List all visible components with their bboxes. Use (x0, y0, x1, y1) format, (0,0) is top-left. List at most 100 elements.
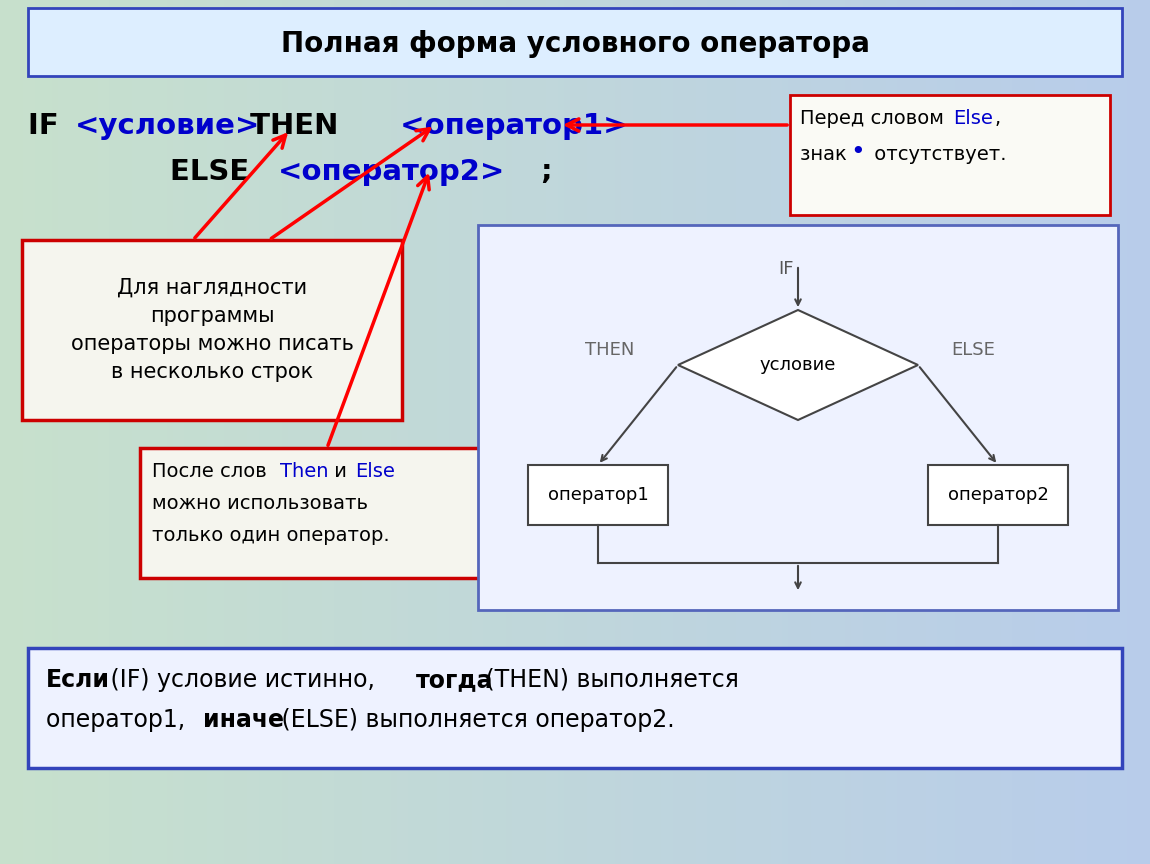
Bar (684, 0, 691, 864)
Bar (1127, 0, 1134, 864)
Bar (845, 0, 852, 864)
Text: (IF) условие истинно,: (IF) условие истинно, (104, 668, 382, 692)
Bar (224, 0, 231, 864)
Bar (1006, 0, 1013, 864)
Bar (1058, 0, 1065, 864)
Bar (581, 0, 588, 864)
Bar (28, 8, 1122, 76)
Bar (753, 0, 760, 864)
Bar (402, 0, 409, 864)
Bar (857, 0, 864, 864)
Bar (719, 0, 726, 864)
Text: Then: Then (279, 462, 329, 481)
Bar (207, 0, 214, 864)
Bar (644, 0, 651, 864)
Text: ELSE: ELSE (170, 158, 260, 186)
Bar (293, 0, 300, 864)
Bar (126, 0, 133, 864)
Bar (121, 0, 128, 864)
Bar (610, 0, 616, 864)
Bar (897, 0, 904, 864)
Bar (236, 0, 243, 864)
Bar (328, 0, 335, 864)
Bar (104, 0, 110, 864)
Text: IF: IF (28, 112, 69, 140)
Bar (489, 0, 496, 864)
Bar (1000, 0, 1007, 864)
Bar (932, 0, 938, 864)
Bar (903, 0, 910, 864)
Bar (759, 0, 766, 864)
Text: ELSE: ELSE (951, 341, 995, 359)
Bar (52, 0, 59, 864)
Bar (316, 0, 323, 864)
Bar (782, 0, 789, 864)
Bar (201, 0, 208, 864)
Bar (17, 0, 24, 864)
Bar (34, 0, 41, 864)
Bar (1098, 0, 1105, 864)
Bar (1064, 0, 1071, 864)
Text: оператор1: оператор1 (547, 486, 649, 504)
Bar (472, 0, 478, 864)
Bar (650, 0, 657, 864)
Text: <оператор2>: <оператор2> (278, 158, 505, 186)
Text: •: • (850, 140, 865, 164)
Bar (12, 0, 18, 864)
Bar (144, 0, 151, 864)
Bar (172, 0, 179, 864)
Text: <условие>: <условие> (75, 112, 260, 140)
Bar (512, 0, 519, 864)
Bar (6, 0, 13, 864)
Bar (943, 0, 950, 864)
Bar (564, 0, 570, 864)
Bar (63, 0, 70, 864)
Bar (454, 0, 461, 864)
Bar (661, 0, 668, 864)
Text: <оператор1>: <оператор1> (390, 112, 628, 140)
Text: тогда: тогда (416, 668, 493, 692)
Bar (374, 0, 381, 864)
Bar (1087, 0, 1094, 864)
Bar (339, 0, 346, 864)
Bar (242, 0, 248, 864)
Bar (724, 0, 731, 864)
Bar (362, 0, 369, 864)
Bar (627, 0, 634, 864)
Bar (138, 0, 145, 864)
Bar (730, 0, 737, 864)
Bar (213, 0, 220, 864)
Text: Else: Else (953, 109, 992, 128)
Text: Для наглядности
программы
операторы можно писать
в несколько строк: Для наглядности программы операторы можн… (70, 278, 353, 382)
Bar (1018, 0, 1025, 864)
Bar (690, 0, 697, 864)
Bar (391, 0, 398, 864)
Bar (299, 0, 306, 864)
Bar (1024, 0, 1030, 864)
Bar (1052, 0, 1059, 864)
Bar (270, 0, 277, 864)
Bar (926, 0, 933, 864)
Bar (816, 0, 823, 864)
Bar (518, 0, 524, 864)
Bar (478, 225, 1118, 610)
Bar (23, 0, 30, 864)
Bar (840, 0, 846, 864)
Text: оператор1,: оператор1, (46, 708, 193, 732)
Bar (0, 0, 7, 864)
Bar (667, 0, 674, 864)
Bar (615, 0, 622, 864)
Bar (494, 0, 501, 864)
Text: отсутствует.: отсутствует. (868, 145, 1006, 164)
Bar (770, 0, 777, 864)
Text: ,: , (995, 109, 1002, 128)
Polygon shape (678, 310, 918, 420)
Bar (426, 0, 432, 864)
Bar (288, 0, 294, 864)
Bar (259, 0, 266, 864)
Text: Полная форма условного оператора: Полная форма условного оператора (281, 30, 869, 58)
Bar (28, 648, 1122, 768)
Bar (575, 0, 582, 864)
Bar (167, 0, 174, 864)
Bar (190, 0, 197, 864)
